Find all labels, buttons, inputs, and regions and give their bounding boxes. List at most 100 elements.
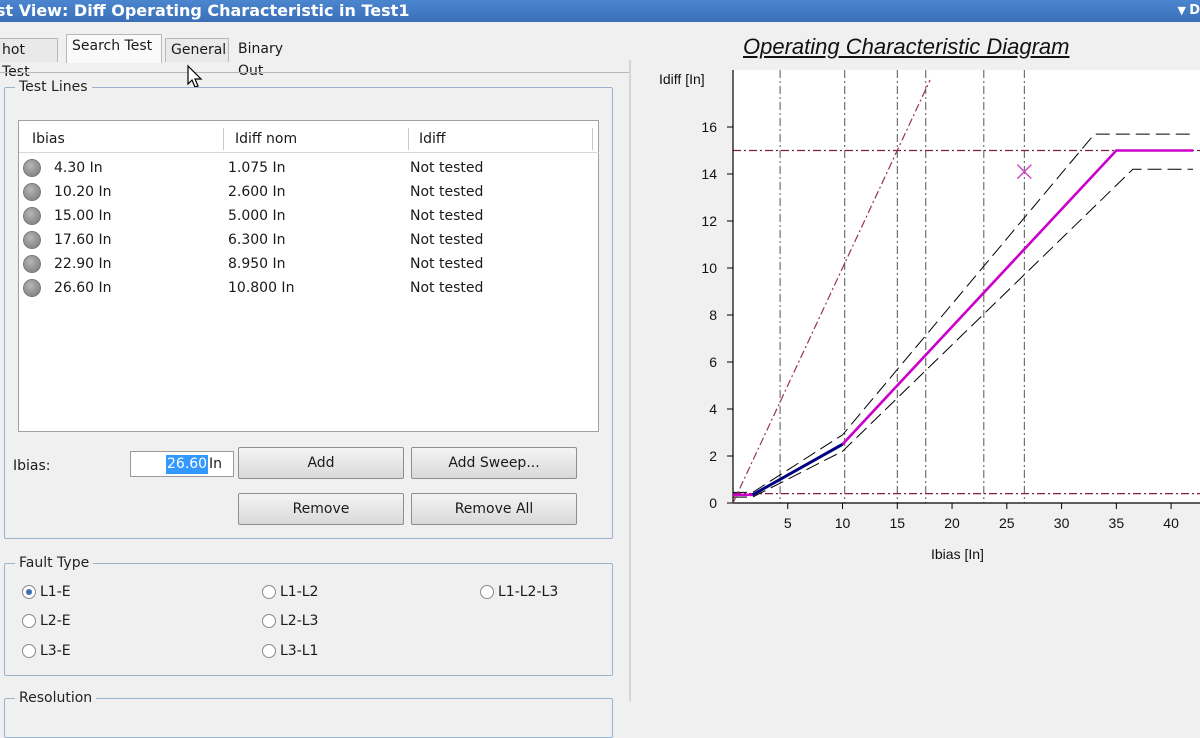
radio-label: L2-L3: [280, 613, 319, 629]
radio-unchecked-icon: [22, 644, 36, 658]
fault-type-group: Fault Type: [4, 554, 613, 676]
test-lines-list[interactable]: Ibias Idiff nom Idiff 4.30 In 1.075 In N…: [18, 120, 599, 432]
radio-checked-icon: [22, 585, 36, 599]
window-titlebar: st View: Diff Operating Characteristic i…: [0, 0, 1200, 22]
status-dot-icon: [23, 207, 41, 225]
cell-ibias: 15.00 In: [54, 208, 112, 224]
series-upper-tolerance: [733, 133, 1193, 493]
radio-unchecked-icon: [262, 644, 276, 658]
y-tick-label: 4: [709, 401, 717, 417]
x-axis-label: Ibias [In]: [931, 546, 984, 562]
test-lines-group: Test Lines: [4, 78, 613, 539]
cell-idiff-nom: 5.000 In: [228, 208, 286, 224]
cell-idiff: Not tested: [410, 232, 484, 248]
cell-idiff: Not tested: [410, 256, 484, 272]
radio-unchecked-icon: [262, 614, 276, 628]
resolution-group: Resolution: [4, 689, 613, 738]
y-tick-label: 0: [709, 495, 717, 511]
remove-all-button[interactable]: Remove All: [411, 493, 577, 525]
y-axis-label: Idiff [In]: [659, 71, 705, 87]
pane-splitter[interactable]: [629, 60, 631, 701]
ibias-input-unit: In: [209, 456, 223, 472]
y-tick-label: 12: [701, 213, 717, 229]
list-item[interactable]: 17.60 In 6.300 In Not tested: [19, 228, 599, 252]
list-item[interactable]: 4.30 In 1.075 In Not tested: [19, 156, 599, 180]
ibias-input[interactable]: 26.60 In: [130, 451, 234, 477]
mouse-pointer-icon: [187, 64, 203, 88]
chart-title: Operating Characteristic Diagram: [743, 34, 1070, 59]
ibias-label: Ibias:: [13, 458, 51, 474]
window-title: st View: Diff Operating Characteristic i…: [0, 1, 410, 20]
radio-label: L1-L2-L3: [498, 584, 559, 600]
cell-idiff-nom: 10.800 In: [228, 280, 295, 296]
x-tick-label: 40: [1163, 515, 1179, 531]
list-item[interactable]: 22.90 In 8.950 In Not tested: [19, 252, 599, 276]
cell-ibias: 22.90 In: [54, 256, 112, 272]
tab-binary-out[interactable]: Binary Out: [238, 41, 283, 79]
cell-ibias: 4.30 In: [54, 160, 103, 176]
left-pane: hot Test Search Test General Binary Out …: [0, 22, 630, 738]
tab-search-test[interactable]: Search Test: [66, 34, 162, 63]
y-tick-label: 14: [701, 166, 717, 182]
list-item[interactable]: 10.20 In 2.600 In Not tested: [19, 180, 599, 204]
cell-ibias: 10.20 In: [54, 184, 112, 200]
y-tick-label: 10: [701, 260, 717, 276]
column-header-idiff[interactable]: Idiff: [419, 131, 446, 147]
x-tick-label: 20: [944, 515, 960, 531]
radio-label: L2-E: [40, 613, 71, 629]
x-tick-label: 30: [1054, 515, 1070, 531]
tab-shot-test[interactable]: hot Test: [0, 38, 58, 80]
y-tick-label: 16: [701, 119, 717, 135]
list-header: Ibias Idiff nom Idiff: [19, 125, 599, 153]
cell-idiff-nom: 2.600 In: [228, 184, 286, 200]
status-dot-icon: [23, 159, 41, 177]
tab-strip: hot Test Search Test General Binary Out: [0, 34, 630, 80]
status-dot-icon: [23, 279, 41, 297]
marker-stroke: [1016, 164, 1032, 180]
test-lines-legend: Test Lines: [15, 78, 92, 96]
y-tick-label: 8: [709, 307, 717, 323]
window-menu-letter[interactable]: D: [1189, 3, 1200, 18]
y-tick-label: 6: [709, 354, 717, 370]
fault-type-legend: Fault Type: [15, 554, 94, 572]
status-dot-icon: [23, 183, 41, 201]
radio-label: L1-E: [40, 584, 71, 600]
list-item[interactable]: 26.60 In 10.800 In Not tested: [19, 276, 599, 300]
add-sweep-button[interactable]: Add Sweep...: [411, 447, 577, 479]
resolution-legend: Resolution: [15, 689, 97, 707]
cell-idiff: Not tested: [410, 184, 484, 200]
y-tick-label: 2: [709, 448, 717, 464]
column-divider[interactable]: [408, 128, 409, 150]
cell-idiff: Not tested: [410, 208, 484, 224]
radio-unchecked-icon: [262, 585, 276, 599]
column-divider[interactable]: [592, 128, 593, 150]
column-header-idiff-nom[interactable]: Idiff nom: [235, 131, 298, 147]
status-dot-icon: [23, 255, 41, 273]
radio-unchecked-icon: [22, 614, 36, 628]
cell-idiff-nom: 6.300 In: [228, 232, 286, 248]
ibias-input-value: 26.60: [166, 455, 209, 474]
series-unity-line: [732, 79, 931, 504]
cell-idiff: Not tested: [410, 160, 484, 176]
radio-label: L3-E: [40, 643, 71, 659]
series-lower-tolerance: [733, 168, 1193, 498]
add-button[interactable]: Add: [238, 447, 404, 479]
plot-area: [733, 70, 1200, 503]
remove-button[interactable]: Remove: [238, 493, 404, 525]
tab-general[interactable]: General: [165, 38, 229, 62]
column-header-ibias[interactable]: Ibias: [32, 131, 65, 147]
series-low-range-tolerance: [751, 442, 844, 497]
column-divider[interactable]: [223, 128, 224, 150]
tab-underline: [0, 72, 630, 73]
x-tick-label: 10: [835, 515, 851, 531]
status-dot-icon: [23, 231, 41, 249]
cell-ibias: 26.60 In: [54, 280, 112, 296]
test-point-marker-icon: [1016, 164, 1032, 180]
radio-unchecked-icon: [480, 585, 494, 599]
list-item[interactable]: 15.00 In 5.000 In Not tested: [19, 204, 599, 228]
x-tick-label: 35: [1109, 515, 1125, 531]
window-menu-arrow-icon[interactable]: ▼: [1177, 4, 1186, 17]
radio-label: L1-L2: [280, 584, 319, 600]
cell-idiff: Not tested: [410, 280, 484, 296]
chart-pane: Operating Characteristic Diagram 0 2 4 6 8 10…: [631, 22, 1200, 701]
